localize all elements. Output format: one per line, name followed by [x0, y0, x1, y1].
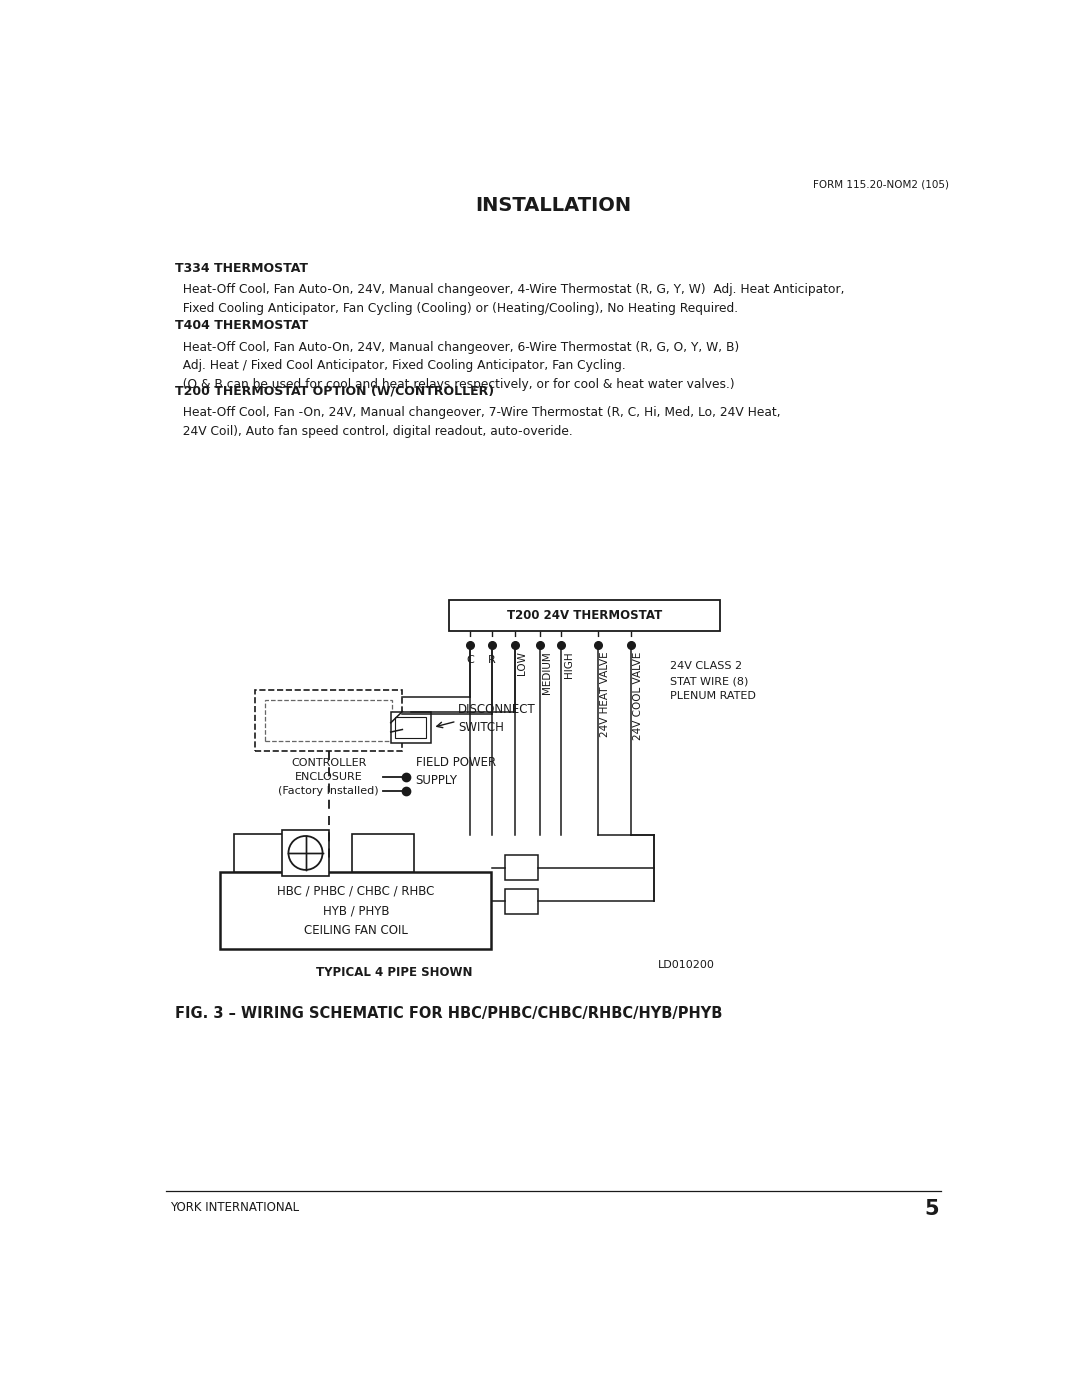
Text: Heat-Off Cool, Fan Auto-On, 24V, Manual changeover, 6-Wire Thermostat (R, G, O, : Heat-Off Cool, Fan Auto-On, 24V, Manual … — [175, 341, 740, 391]
Text: LOW: LOW — [517, 651, 527, 675]
Bar — [505, 855, 538, 880]
Text: LD010200: LD010200 — [658, 960, 715, 970]
Text: 5: 5 — [924, 1199, 940, 1218]
Text: HIGH: HIGH — [564, 651, 573, 678]
Text: T404 THERMOSTAT: T404 THERMOSTAT — [175, 320, 309, 332]
Text: INSTALLATION: INSTALLATION — [475, 196, 632, 215]
Bar — [266, 700, 392, 740]
Text: T200 THERMOSTAT OPTION (W/CONTROLLER): T200 THERMOSTAT OPTION (W/CONTROLLER) — [175, 384, 495, 398]
Text: Heat-Off Cool, Fan Auto-On, 24V, Manual changeover, 4-Wire Thermostat (R, G, Y, : Heat-Off Cool, Fan Auto-On, 24V, Manual … — [175, 284, 845, 314]
Bar — [449, 601, 720, 631]
Text: T200 24V THERMOSTAT: T200 24V THERMOSTAT — [507, 609, 662, 622]
Bar — [352, 834, 414, 872]
Text: T334 THERMOSTAT: T334 THERMOSTAT — [175, 261, 308, 275]
Text: MEDIUM: MEDIUM — [542, 651, 552, 694]
Bar — [395, 717, 427, 738]
Text: FIG. 3 – WIRING SCHEMATIC FOR HBC/PHBC/CHBC/RHBC/HYB/PHYB: FIG. 3 – WIRING SCHEMATIC FOR HBC/PHBC/C… — [175, 1006, 723, 1021]
Bar — [391, 712, 431, 743]
Text: 24V CLASS 2
STAT WIRE (8)
PLENUM RATED: 24V CLASS 2 STAT WIRE (8) PLENUM RATED — [670, 661, 756, 701]
Text: C: C — [465, 655, 474, 665]
Bar — [234, 834, 298, 872]
Text: TYPICAL 4 PIPE SHOWN: TYPICAL 4 PIPE SHOWN — [316, 967, 473, 979]
Text: HBC / PHBC / CHBC / RHBC
HYB / PHYB
CEILING FAN COIL: HBC / PHBC / CHBC / RHBC HYB / PHYB CEIL… — [278, 884, 434, 937]
Text: 24V HEAT VALVE: 24V HEAT VALVE — [600, 651, 610, 736]
Text: CONTROLLER
ENCLOSURE
(Factory Installed): CONTROLLER ENCLOSURE (Factory Installed) — [279, 759, 379, 796]
Text: FIELD POWER
SUPPLY: FIELD POWER SUPPLY — [416, 756, 496, 787]
Bar — [220, 872, 491, 949]
Bar — [505, 888, 538, 914]
Text: R: R — [488, 655, 496, 665]
Text: YORK INTERNATIONAL: YORK INTERNATIONAL — [170, 1201, 299, 1214]
Text: Heat-Off Cool, Fan -On, 24V, Manual changeover, 7-Wire Thermostat (R, C, Hi, Med: Heat-Off Cool, Fan -On, 24V, Manual chan… — [175, 407, 781, 437]
Bar — [255, 690, 403, 750]
Text: 24V COOL VALVE: 24V COOL VALVE — [633, 651, 644, 739]
Text: DISCONNECT
SWITCH: DISCONNECT SWITCH — [458, 703, 536, 733]
Text: FORM 115.20-NOM2 (105): FORM 115.20-NOM2 (105) — [813, 179, 948, 189]
Bar — [282, 830, 328, 876]
